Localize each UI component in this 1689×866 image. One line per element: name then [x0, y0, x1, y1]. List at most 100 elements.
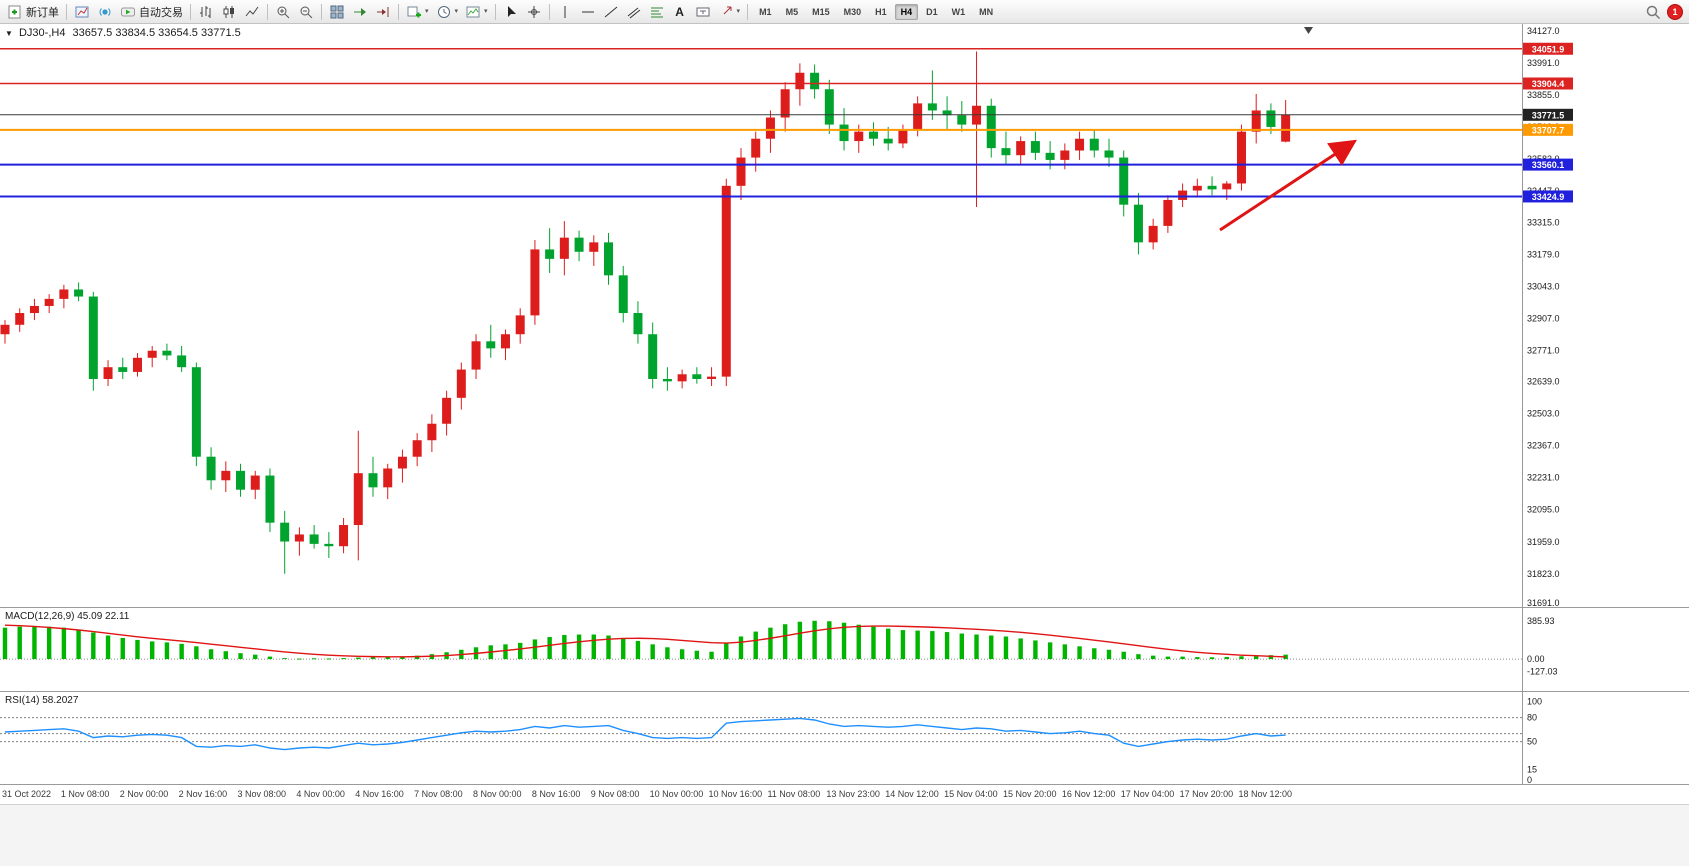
- time-axis-label: 10 Nov 16:00: [708, 789, 763, 799]
- macd-canvas[interactable]: 385.93 0.00 -127.03: [0, 608, 1689, 691]
- toolbar-separator: [747, 3, 749, 20]
- candles: [0, 51, 1291, 574]
- svg-text:50: 50: [1527, 737, 1537, 747]
- text-tool-button[interactable]: A: [669, 2, 691, 22]
- svg-text:32095.0: 32095.0: [1527, 505, 1560, 515]
- arrows-caret-icon[interactable]: ▾: [736, 8, 741, 15]
- trendline-tool-button[interactable]: [600, 2, 622, 22]
- toolbar-separator: [548, 3, 550, 20]
- notification-badge[interactable]: 1: [1667, 4, 1683, 20]
- line-chart-button[interactable]: [241, 2, 263, 22]
- text-label-icon: [696, 7, 710, 16]
- macd-pane: MACD(12,26,9) 45.09 22.11 385.93 0.00 -127…: [0, 608, 1689, 692]
- time-axis-label: 14 Nov 12:00: [885, 789, 939, 799]
- svg-text:31959.0: 31959.0: [1527, 537, 1560, 547]
- fibonacci-tool-button[interactable]: [646, 2, 668, 22]
- auto-trading-icon: [121, 7, 135, 16]
- timeframe-mn-button[interactable]: MN: [973, 4, 999, 20]
- period-caret-icon[interactable]: ▾: [454, 8, 459, 15]
- fibonacci-icon: [650, 7, 663, 17]
- timeframe-d1-button[interactable]: D1: [920, 4, 944, 20]
- timeframe-h4-button[interactable]: H4: [894, 3, 919, 20]
- time-axis[interactable]: 31 Oct 2022 1 Nov 08:00 2 Nov 00:00 2 Nov 1…: [0, 785, 1689, 804]
- template-icon: [466, 6, 480, 17]
- svg-text:32367.0: 32367.0: [1527, 441, 1560, 451]
- svg-text:32503.0: 32503.0: [1527, 409, 1560, 419]
- new-order-icon: [8, 5, 21, 18]
- tile-windows-button[interactable]: [326, 2, 348, 22]
- auto-scroll-button[interactable]: [349, 2, 371, 22]
- time-axis-label: 13 Nov 23:00: [826, 789, 880, 799]
- timeframe-m30-button[interactable]: M30: [838, 4, 868, 20]
- timeframe-w1-button[interactable]: W1: [946, 4, 972, 20]
- svg-text:31823.0: 31823.0: [1527, 569, 1560, 579]
- svg-text:33855.0: 33855.0: [1527, 90, 1560, 100]
- time-axis-label: 2 Nov 16:00: [178, 789, 228, 799]
- template-button[interactable]: ▾: [462, 2, 491, 22]
- new-chart-caret-icon[interactable]: ▾: [425, 8, 429, 15]
- timeframe-m5-button[interactable]: M5: [780, 4, 805, 20]
- time-axis-label: 1 Nov 08:00: [60, 789, 110, 799]
- new-order-button[interactable]: 新订单: [4, 2, 62, 22]
- svg-text:33179.0: 33179.0: [1527, 249, 1560, 259]
- toolbar-separator: [66, 3, 67, 20]
- trend-arrow[interactable]: [1219, 139, 1358, 232]
- time-axis-label: 2 Nov 00:00: [119, 789, 169, 799]
- svg-text:15: 15: [1527, 765, 1537, 775]
- time-axis-label: 16 Nov 12:00: [1061, 789, 1116, 799]
- time-axis-label: 4 Nov 16:00: [355, 789, 404, 799]
- quotes-button[interactable]: [94, 2, 116, 22]
- chart-shift-marker[interactable]: [1304, 27, 1313, 34]
- channel-icon: [627, 7, 640, 18]
- time-axis-label: 4 Nov 00:00: [296, 789, 345, 799]
- template-caret-icon[interactable]: ▾: [484, 8, 488, 15]
- channel-tool-button[interactable]: [623, 2, 645, 22]
- svg-text:32231.0: 32231.0: [1527, 473, 1560, 483]
- timeframe-h1-button[interactable]: H1: [869, 4, 893, 20]
- zoom-in-button[interactable]: [272, 2, 294, 22]
- svg-text:33707.7: 33707.7: [1532, 125, 1565, 135]
- auto-trading-button[interactable]: 自动交易: [117, 2, 186, 22]
- rsi-canvas[interactable]: 100 80 50 150: [0, 692, 1689, 784]
- svg-text:34051.9: 34051.9: [1532, 44, 1565, 54]
- time-axis-label: 17 Nov 20:00: [1179, 789, 1234, 799]
- timeframe-m1-button[interactable]: M1: [753, 4, 778, 20]
- rsi-label: RSI(14) 58.2027: [5, 695, 79, 706]
- timeframe-m15-button[interactable]: M15: [806, 4, 836, 20]
- toolbar-separator: [321, 3, 322, 20]
- time-axis-label: 18 Nov 12:00: [1238, 789, 1293, 799]
- time-axis-label: 7 Nov 08:00: [414, 789, 463, 799]
- vertical-line-tool-button[interactable]: [554, 2, 576, 22]
- text-tool-icon: A: [675, 4, 684, 19]
- cursor-button[interactable]: [500, 2, 522, 22]
- horizontal-line-tool-button[interactable]: [577, 2, 599, 22]
- svg-text:32907.0: 32907.0: [1527, 313, 1560, 323]
- time-axis-label: 3 Nov 08:00: [237, 789, 287, 799]
- horizontal-lines[interactable]: [0, 48, 1522, 198]
- svg-text:33991.0: 33991.0: [1527, 58, 1560, 68]
- zoom-out-icon: [300, 6, 313, 18]
- chart-shift-button[interactable]: [372, 2, 394, 22]
- bar-chart-icon: [200, 5, 211, 18]
- chart-dropdown-icon[interactable]: ▼: [5, 29, 13, 38]
- svg-text:100: 100: [1527, 697, 1542, 707]
- svg-text:32771.0: 32771.0: [1527, 345, 1560, 355]
- period-button[interactable]: ▾: [433, 2, 462, 22]
- crosshair-button[interactable]: [523, 2, 545, 22]
- toolbar-separator: [494, 3, 496, 20]
- svg-text:80: 80: [1527, 713, 1537, 723]
- bar-chart-button[interactable]: [195, 2, 217, 22]
- price-badges: 34051.9 33904.4 33771.5 33707.7 33560.1 33424…: [1523, 42, 1573, 203]
- svg-text:385.93: 385.93: [1527, 616, 1555, 626]
- new-chart-button[interactable]: ▾: [403, 2, 432, 22]
- svg-text:34127.0: 34127.0: [1527, 26, 1560, 36]
- rsi-line: [4, 717, 1286, 751]
- text-label-tool-button[interactable]: [692, 2, 714, 22]
- zoom-out-button[interactable]: [295, 2, 317, 22]
- arrows-tool-button[interactable]: ▾: [715, 2, 744, 22]
- main-price-pane: ▼ DJ30-,H4 33657.5 33834.5 33654.5 33771…: [0, 24, 1689, 608]
- charts-button[interactable]: [71, 2, 93, 22]
- main-chart-canvas[interactable]: 34127.033991.033855.033719.033583.033447…: [0, 24, 1689, 607]
- search-icon[interactable]: [1645, 4, 1661, 20]
- candlestick-chart-button[interactable]: [218, 2, 240, 22]
